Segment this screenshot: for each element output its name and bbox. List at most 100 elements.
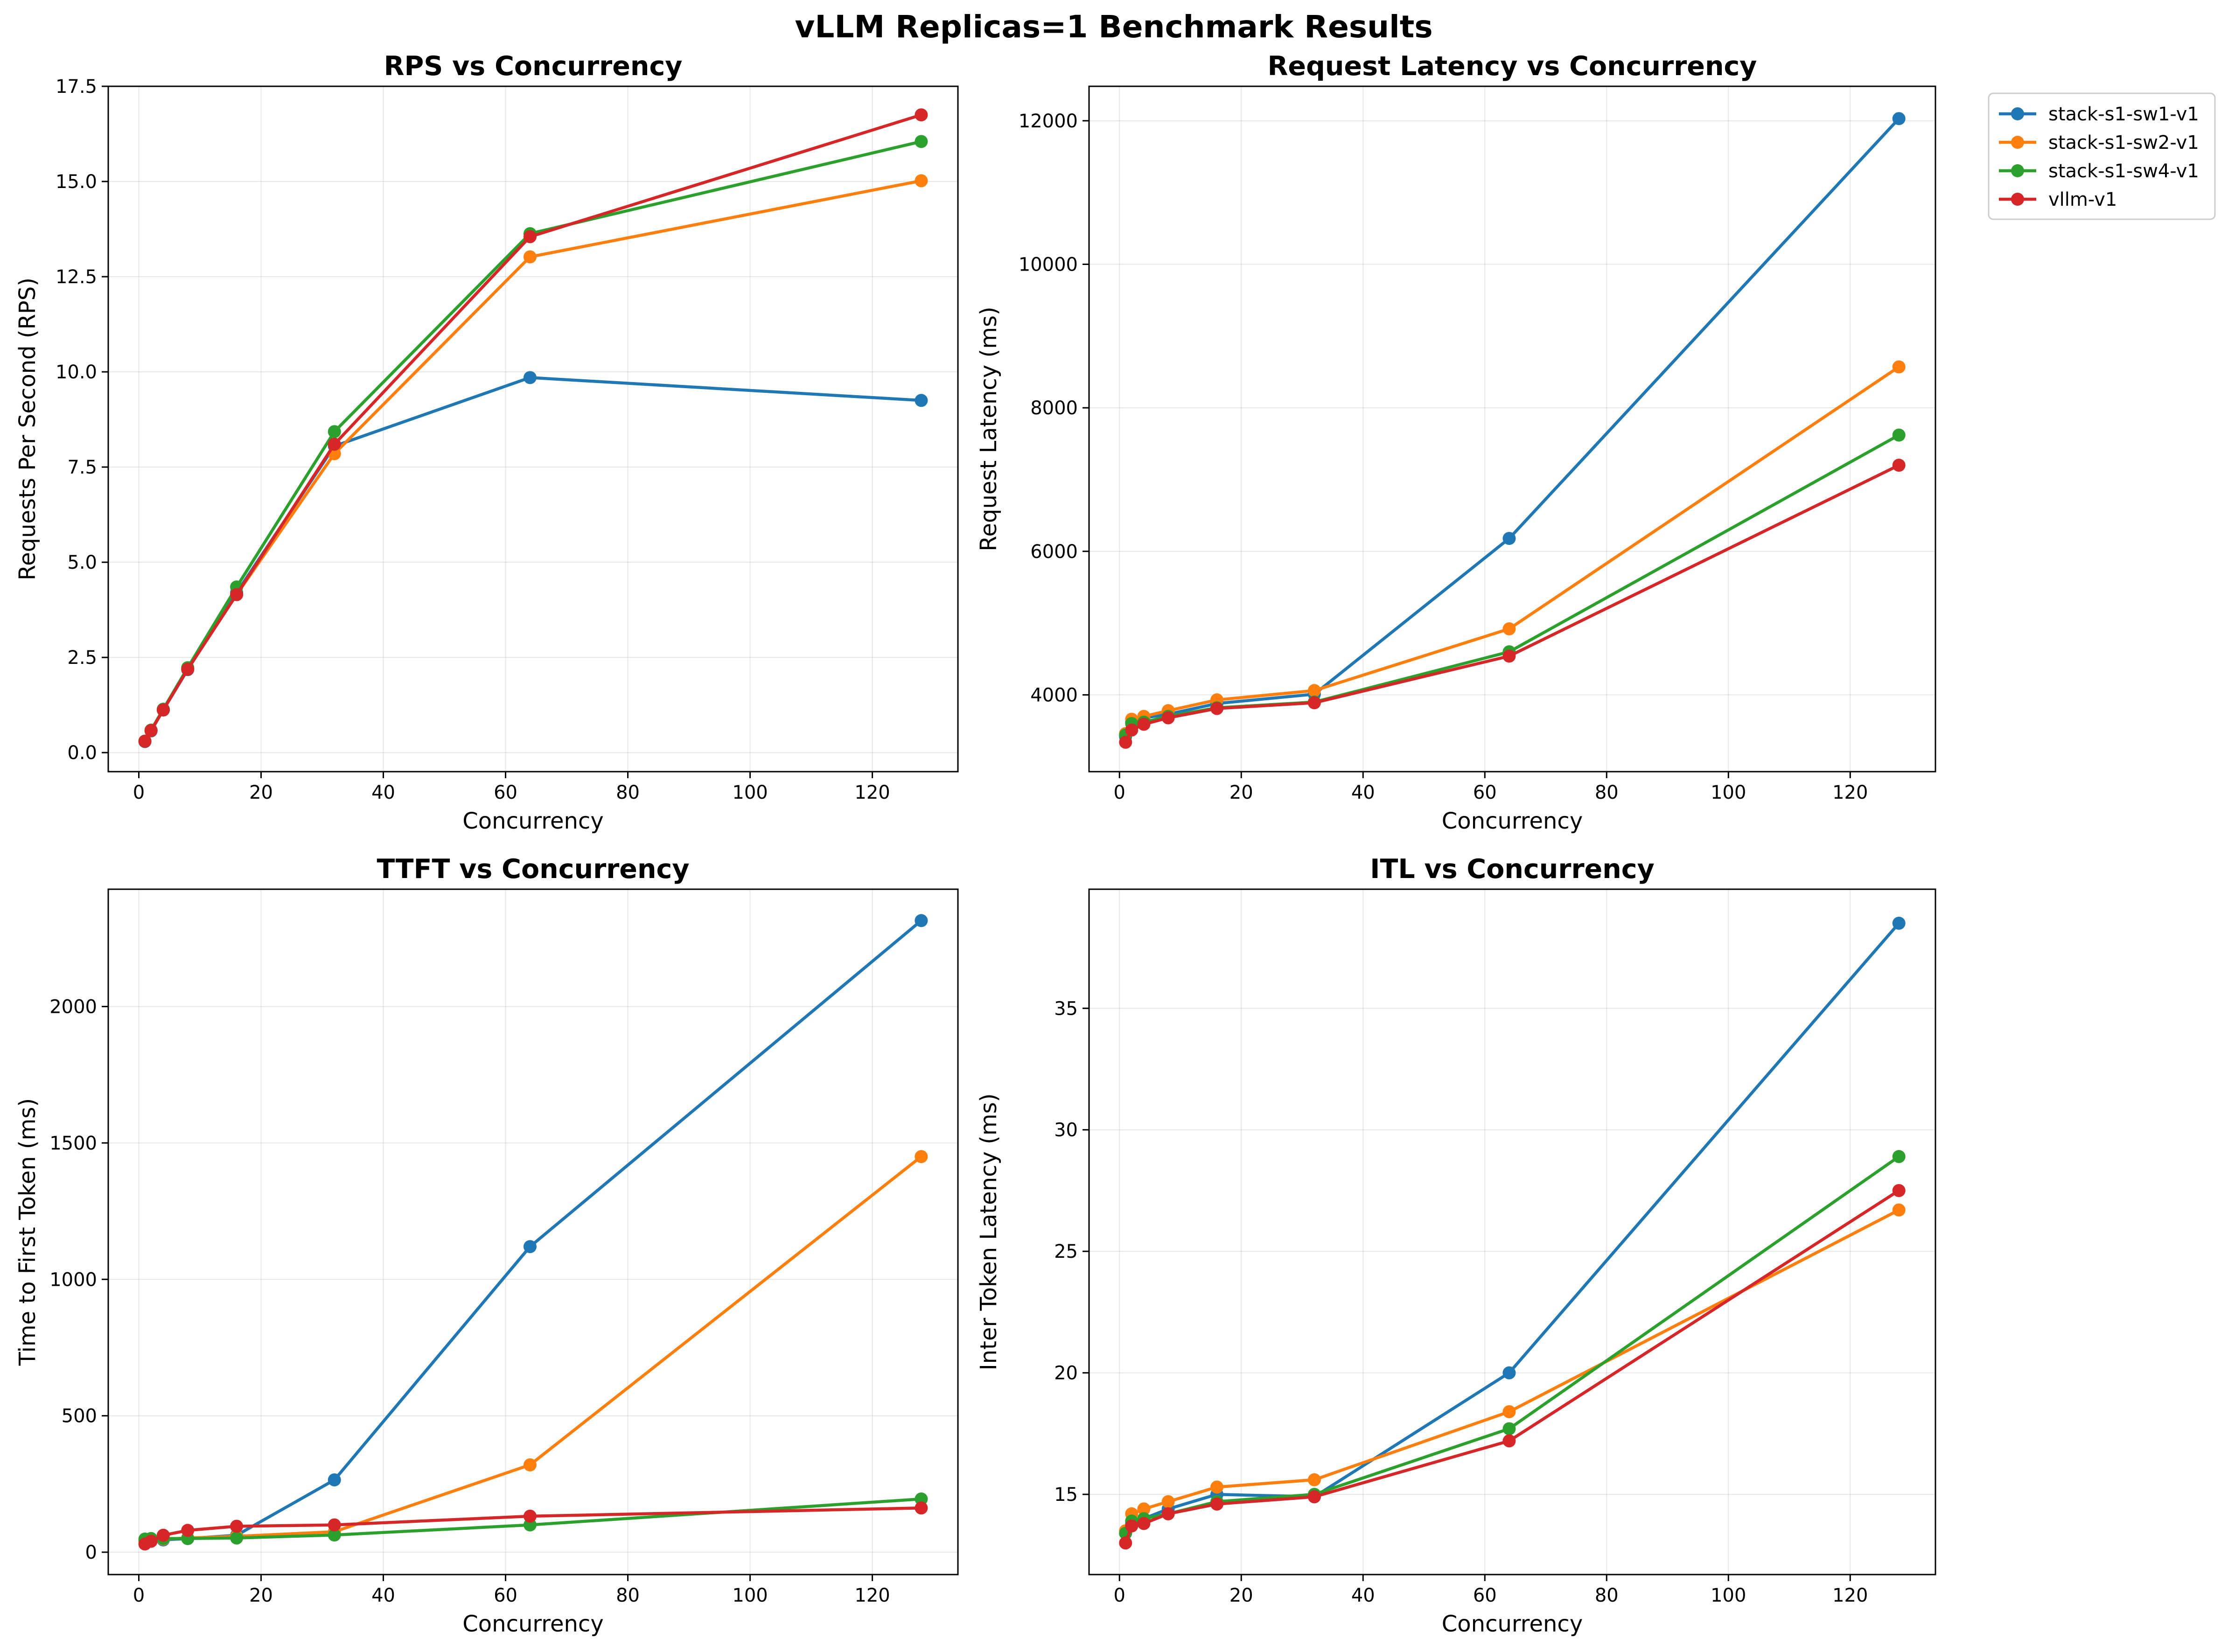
ttft-ytick-label: 0 xyxy=(85,1542,97,1563)
ttft-point-vllm-v1 xyxy=(328,1518,341,1532)
rps-ylabel: Requests Per Second (RPS) xyxy=(14,278,41,580)
latency-ytick-label: 10000 xyxy=(1019,254,1078,275)
ttft-point-vllm-v1 xyxy=(523,1509,537,1523)
ttft-ylabel: Time to First Token (ms) xyxy=(14,1098,41,1366)
itl-xtick-label: 80 xyxy=(1595,1585,1619,1606)
ttft-point-vllm-v1 xyxy=(156,1528,170,1542)
rps-title: RPS vs Concurrency xyxy=(384,51,683,82)
rps-chart: 0 20 40 60 80 100 120 0.0 2.5 5.0 7.5 10.0 12.5 15.0 1… xyxy=(14,51,959,834)
latency-xtick-label: 40 xyxy=(1351,782,1375,803)
rps-point-vllm-v1 xyxy=(138,734,152,748)
ttft-point-stack-s1-sw2-v1 xyxy=(915,1150,928,1164)
rps-xtick-label: 60 xyxy=(494,782,517,803)
ttft-ytick-label: 2000 xyxy=(49,996,97,1018)
ttft-xtick-label: 60 xyxy=(494,1585,517,1606)
latency-xlabel: Concurrency xyxy=(1442,808,1583,834)
itl-xtick-label: 120 xyxy=(1832,1585,1868,1606)
latency-point-vllm-v1 xyxy=(1307,696,1321,710)
latency-series-group xyxy=(1119,112,1906,749)
rps-xlabel: Concurrency xyxy=(462,808,603,834)
itl-ytick-label: 30 xyxy=(1054,1120,1078,1141)
legend-label: stack-s1-sw2-v1 xyxy=(2048,132,2199,153)
itl-ylabel: Inter Token Latency (ms) xyxy=(976,1094,1002,1371)
ttft-xtick-label: 0 xyxy=(133,1585,145,1606)
ttft-point-stack-s1-sw2-v1 xyxy=(523,1458,537,1471)
ttft-ytick-label: 1000 xyxy=(49,1269,97,1290)
rps-xtick-label: 120 xyxy=(854,782,890,803)
latency-point-stack-s1-sw4-v1 xyxy=(1892,428,1906,442)
rps-point-stack-s1-sw2-v1 xyxy=(523,250,537,264)
legend-entry: vllm-v1 xyxy=(1999,189,2117,210)
rps-xtick-label: 100 xyxy=(732,782,768,803)
rps-ytick-label: 10.0 xyxy=(56,362,97,383)
itl-point-stack-s1-sw2-v1 xyxy=(1137,1502,1151,1516)
ttft-point-stack-s1-sw1-v1 xyxy=(915,914,928,927)
itl-xlabel: Concurrency xyxy=(1442,1611,1583,1637)
ttft-axes-frame xyxy=(107,888,959,1575)
figure-suptitle: vLLM Replicas=1 Benchmark Results xyxy=(795,9,1432,45)
rps-ytick-label: 12.5 xyxy=(56,266,97,288)
ttft-series-group xyxy=(138,914,928,1551)
itl-ytick-label: 20 xyxy=(1054,1363,1078,1384)
legend-entry: stack-s1-sw2-v1 xyxy=(1999,132,2199,153)
latency-point-stack-s1-sw2-v1 xyxy=(1892,360,1906,374)
itl-ytick-label: 35 xyxy=(1054,998,1078,1019)
itl-point-stack-s1-sw4-v1 xyxy=(1892,1150,1906,1164)
legend-entry: stack-s1-sw1-v1 xyxy=(1999,104,2199,125)
ttft-point-stack-s1-sw4-v1 xyxy=(230,1531,244,1545)
latency-point-stack-s1-sw1-v1 xyxy=(1892,112,1906,125)
latency-point-vllm-v1 xyxy=(1137,718,1151,731)
itl-point-stack-s1-sw2-v1 xyxy=(1307,1473,1321,1486)
rps-point-stack-s1-sw2-v1 xyxy=(915,174,928,188)
itl-xtick-label: 60 xyxy=(1473,1585,1497,1606)
rps-xtick-label: 80 xyxy=(616,782,640,803)
itl-point-stack-s1-sw4-v1 xyxy=(1502,1422,1516,1436)
latency-xtick-label: 120 xyxy=(1832,782,1868,803)
itl-point-stack-s1-sw1-v1 xyxy=(1502,1366,1516,1380)
rps-point-vllm-v1 xyxy=(156,703,170,717)
latency-title: Request Latency vs Concurrency xyxy=(1268,51,1757,82)
itl-point-vllm-v1 xyxy=(1125,1519,1138,1533)
itl-title: ITL vs Concurrency xyxy=(1370,854,1655,885)
latency-ytick-label: 8000 xyxy=(1030,397,1078,419)
rps-point-vllm-v1 xyxy=(181,662,195,676)
ttft-chart: 0 20 40 60 80 100 120 0 500 1000 1500 2000 TTFT vs C… xyxy=(14,854,959,1637)
latency-point-stack-s1-sw2-v1 xyxy=(1307,684,1321,697)
rps-xtick-label: 0 xyxy=(133,782,145,803)
rps-point-vllm-v1 xyxy=(144,724,158,737)
itl-xtick-label: 20 xyxy=(1229,1585,1253,1606)
latency-point-vllm-v1 xyxy=(1502,649,1516,663)
legend-marker xyxy=(2011,136,2024,149)
rps-ytick-label: 7.5 xyxy=(67,457,97,478)
legend-label: vllm-v1 xyxy=(2048,189,2117,210)
ttft-xtick-label: 100 xyxy=(732,1585,768,1606)
itl-point-vllm-v1 xyxy=(1161,1507,1175,1520)
latency-point-vllm-v1 xyxy=(1161,711,1175,725)
legend: stack-s1-sw1-v1 stack-s1-sw2-v1 stack-s1-s… xyxy=(1988,92,2216,220)
latency-xtick-label: 60 xyxy=(1473,782,1497,803)
rps-ytick-label: 5.0 xyxy=(67,552,97,573)
itl-xtick-label: 0 xyxy=(1114,1585,1125,1606)
itl-ytick-label: 25 xyxy=(1054,1241,1078,1262)
itl-xtick-label: 100 xyxy=(1711,1585,1746,1606)
latency-ylabel: Request Latency (ms) xyxy=(976,307,1002,551)
itl-axes-frame xyxy=(1088,888,1936,1575)
rps-point-stack-s1-sw4-v1 xyxy=(915,135,928,148)
latency-xtick-label: 20 xyxy=(1229,782,1253,803)
latency-xtick-label: 80 xyxy=(1595,782,1619,803)
latency-xtick-label: 0 xyxy=(1114,782,1125,803)
ttft-title: TTFT vs Concurrency xyxy=(377,854,689,885)
rps-xtick-label: 20 xyxy=(249,782,273,803)
rps-point-vllm-v1 xyxy=(230,588,244,601)
itl-point-vllm-v1 xyxy=(1210,1497,1224,1511)
ttft-xtick-label: 120 xyxy=(854,1585,890,1606)
ttft-point-vllm-v1 xyxy=(230,1520,244,1533)
rps-point-stack-s1-sw1-v1 xyxy=(523,371,537,384)
legend-marker xyxy=(2011,164,2024,177)
itl-point-vllm-v1 xyxy=(1137,1517,1151,1530)
itl-xtick-label: 40 xyxy=(1351,1585,1375,1606)
ttft-point-stack-s1-sw4-v1 xyxy=(915,1492,928,1506)
itl-series-group xyxy=(1119,916,1906,1550)
legend-label: stack-s1-sw4-v1 xyxy=(2048,160,2199,182)
